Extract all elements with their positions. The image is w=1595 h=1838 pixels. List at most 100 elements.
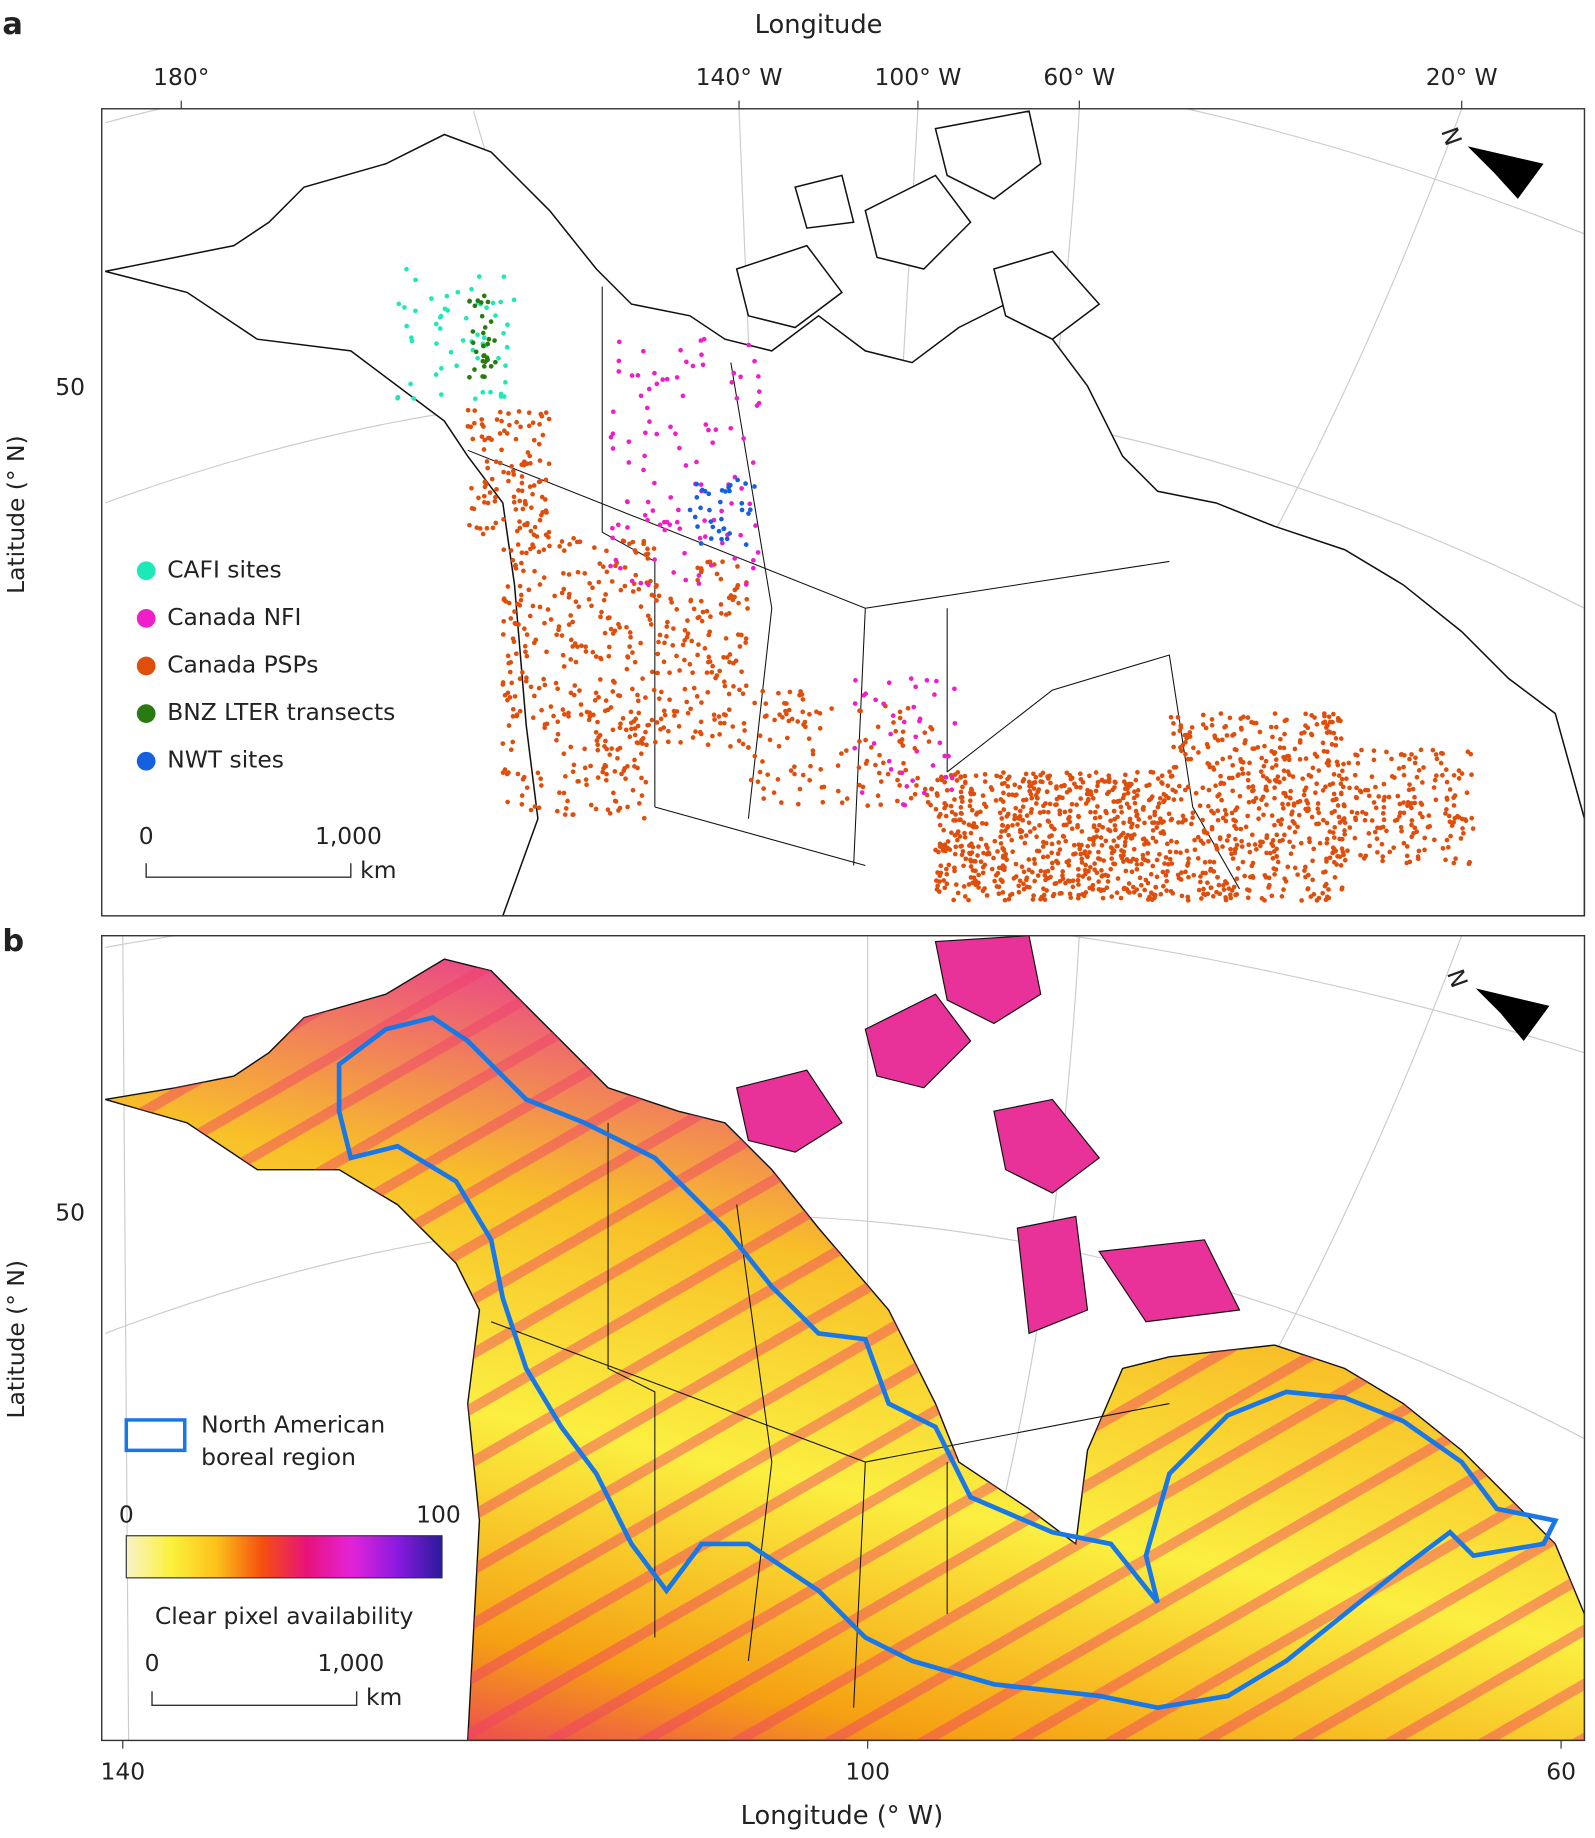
scale-bar: 0 1,000 km [145, 1649, 403, 1711]
site-dot [1365, 787, 1371, 793]
site-dot [1270, 734, 1275, 740]
site-dot [800, 709, 806, 715]
site-dot [500, 682, 506, 687]
site-dot [1173, 764, 1179, 770]
site-dot [1347, 825, 1353, 830]
site-dot [810, 751, 816, 757]
site-dot [958, 789, 964, 795]
site-dot [886, 758, 892, 764]
site-dot [515, 542, 521, 547]
site-dot [938, 811, 943, 817]
site-dot [548, 704, 554, 709]
site-dot [1211, 859, 1217, 865]
site-dot [1242, 740, 1248, 746]
site-dot [1231, 731, 1237, 737]
site-dot [489, 476, 495, 482]
site-dot [1054, 858, 1059, 864]
site-dot [471, 420, 477, 426]
site-dot [1111, 861, 1116, 867]
site-dot [541, 676, 546, 682]
site-dot [501, 547, 507, 553]
site-dot [1281, 887, 1286, 892]
site-dot [1358, 789, 1364, 795]
site-dot [1142, 820, 1147, 826]
site-dot [625, 525, 630, 530]
site-dot [519, 560, 524, 566]
site-dot [742, 728, 747, 733]
colorbar-min: 0 [119, 1500, 134, 1528]
site-dot [1033, 801, 1039, 806]
site-dot [501, 428, 507, 434]
site-dot [800, 697, 806, 702]
site-dot [1238, 826, 1244, 832]
site-dot [542, 682, 548, 688]
site-dot [1208, 885, 1214, 891]
site-dot [662, 527, 668, 533]
site-dot [780, 715, 785, 720]
site-dot [1166, 811, 1172, 817]
site-dot [900, 802, 906, 807]
site-dot [484, 355, 490, 361]
site-dot [818, 767, 824, 772]
y-tick-label: 50 [55, 1199, 85, 1227]
site-dot [667, 670, 672, 676]
site-dot [590, 585, 595, 591]
site-dot [1414, 829, 1420, 835]
site-dot [664, 376, 670, 382]
site-dot [404, 266, 409, 272]
site-dot [1104, 791, 1110, 797]
site-dot [900, 743, 906, 748]
site-dot [952, 772, 958, 777]
site-dot [578, 702, 584, 707]
site-dot [1272, 822, 1277, 828]
site-dot [1130, 856, 1136, 862]
site-dot [1121, 792, 1127, 798]
site-dot [1122, 786, 1128, 792]
site-dot [632, 732, 638, 738]
site-dot [1208, 868, 1213, 873]
site-dot [532, 693, 537, 699]
site-dot [639, 793, 645, 798]
site-dot [1049, 824, 1055, 830]
site-dot [1271, 866, 1277, 871]
site-dot [536, 479, 542, 485]
site-dot [627, 644, 632, 649]
axis-title: Longitude (° W) [741, 1801, 944, 1831]
site-dot [1310, 858, 1315, 864]
site-dot [1026, 779, 1032, 785]
site-dot [1211, 810, 1217, 816]
site-dot [1130, 884, 1136, 890]
site-dot [1154, 874, 1160, 880]
site-dot [542, 620, 547, 626]
site-dot [1157, 851, 1162, 857]
site-dot [967, 850, 972, 856]
site-dot [717, 668, 723, 674]
site-dot [690, 670, 695, 676]
site-dot [1231, 884, 1237, 890]
site-dot [901, 760, 906, 766]
site-dot [567, 542, 572, 547]
site-dot [1039, 779, 1045, 785]
site-dot [527, 613, 533, 619]
site-dot [1443, 857, 1448, 863]
site-dot [1407, 756, 1412, 762]
site-dot [1222, 807, 1228, 813]
site-dot [1200, 722, 1206, 727]
site-dot [437, 314, 443, 320]
site-dot [1176, 783, 1182, 789]
site-dot [1092, 815, 1098, 821]
site-dot [1075, 824, 1080, 830]
site-dot [988, 785, 994, 790]
site-dot [1397, 810, 1403, 816]
site-dot [518, 424, 523, 430]
site-dot [1381, 804, 1387, 810]
site-dot [644, 742, 649, 748]
site-dot [1463, 818, 1469, 824]
site-dot [743, 582, 749, 587]
site-dot [641, 815, 647, 821]
site-dot [1100, 824, 1106, 830]
site-dot [1101, 858, 1107, 863]
site-dot [706, 632, 712, 638]
site-dot [1330, 830, 1336, 835]
site-dot [555, 686, 561, 692]
